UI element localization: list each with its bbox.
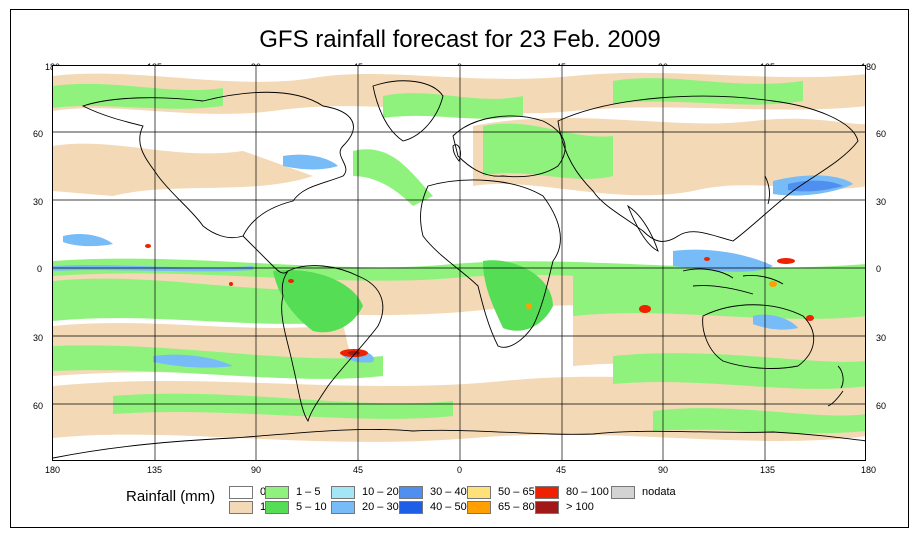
lon-label-top: 180 [861,62,877,72]
lon-label-bottom: 180 [45,465,61,475]
legend-swatch [265,501,289,514]
lat-label-right: 30 [876,333,887,343]
coastlines [53,80,865,459]
rainfall-map-svg [53,66,865,460]
legend-swatch [535,486,559,499]
legend-label: 30 – 40 [430,486,467,498]
lat-label-left: 30 [33,197,44,207]
legend-label: 65 – 80 [498,501,535,513]
lat-label-left: 0 [37,264,43,274]
legend-swatch [229,501,253,514]
lon-label-bottom: 45 [353,465,364,475]
legend-label: 1 [260,501,267,513]
legend-label: 1 – 5 [296,486,321,498]
legend-label: 80 – 100 [566,486,609,498]
legend-swatch [265,486,289,499]
graticule [53,66,865,460]
lon-label-bottom: 180 [861,465,877,475]
legend-label: 10 – 20 [362,486,399,498]
lat-label-left: 60 [33,401,44,411]
legend-label: 40 – 50 [430,501,467,513]
legend-swatch [535,501,559,514]
legend-label: 20 – 30 [362,501,399,513]
map-title: GFS rainfall forecast for 23 Feb. 2009 [259,26,661,53]
lat-label-right: 60 [876,129,887,139]
lon-label-bottom: 135 [760,465,776,475]
legend-swatch [611,486,635,499]
legend-label: 5 – 10 [296,501,327,513]
legend-swatch [331,501,355,514]
legend-label: 0 [260,486,267,498]
legend-swatch [331,486,355,499]
lon-label-bottom: 135 [147,465,163,475]
legend-swatch [229,486,253,499]
legend-swatch [467,501,491,514]
lon-label-bottom: 90 [251,465,262,475]
legend-label: nodata [642,486,676,498]
legend-title: Rainfall (mm) [126,488,216,505]
heavy-rain-spots [145,244,814,357]
rainfall-field [53,72,865,442]
legend-swatch [399,501,423,514]
rainfall-map[interactable] [52,65,866,461]
lat-label-left: 60 [33,129,44,139]
legend-label: > 100 [566,501,594,513]
lon-label-bottom: 90 [658,465,669,475]
lat-label-right: 60 [876,401,887,411]
legend-swatch [399,486,423,499]
legend-label: 50 – 65 [498,486,535,498]
lat-label-left: 30 [33,333,44,343]
lat-label-right: 30 [876,197,887,207]
lon-label-bottom: 0 [457,465,463,475]
legend-swatch [467,486,491,499]
lon-label-bottom: 45 [556,465,567,475]
lat-label-right: 0 [876,264,882,274]
